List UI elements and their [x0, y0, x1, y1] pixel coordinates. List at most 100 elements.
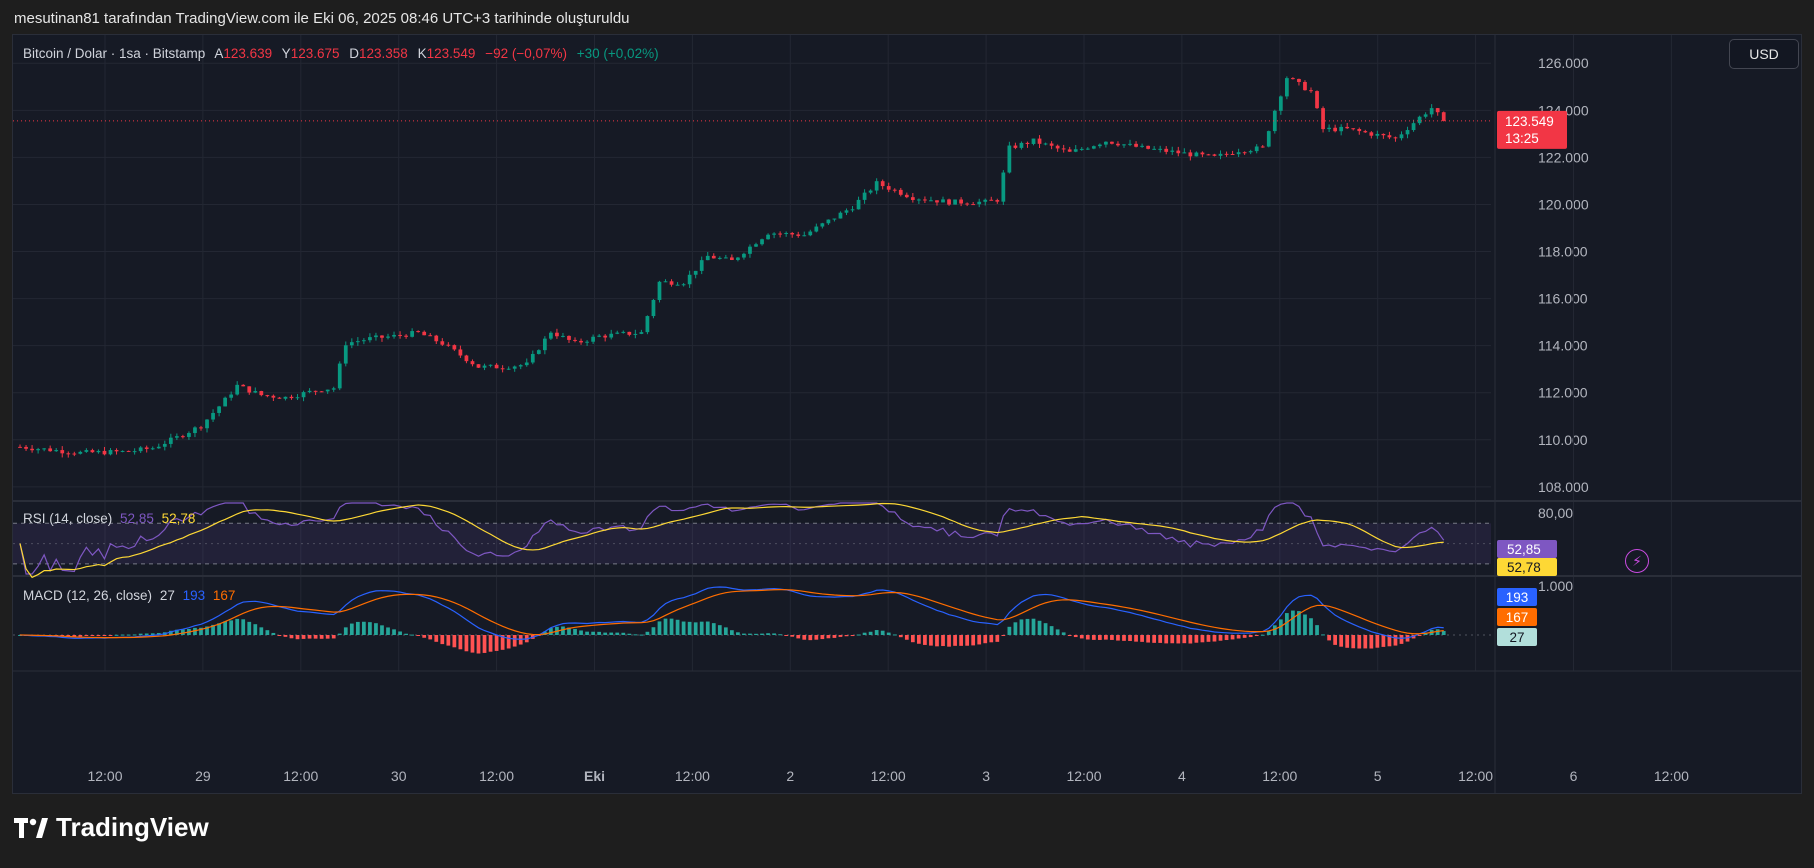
candle-body [748, 246, 752, 254]
symbol-legend[interactable]: Bitcoin / Dolar · 1sa · Bitstamp A123.63… [23, 46, 665, 61]
candle-body [705, 255, 710, 261]
symbol-name[interactable]: Bitcoin / Dolar · 1sa · Bitstamp [23, 46, 206, 61]
candle-body [1152, 148, 1157, 150]
candle-body [181, 436, 185, 438]
macd-hist-bar [591, 631, 595, 635]
candle-body [132, 451, 137, 453]
macd-hist-bar [229, 620, 234, 635]
candle-body [313, 390, 318, 392]
macd-hist-bar [778, 634, 783, 636]
price-change: −92 (−0,07%) [485, 46, 567, 61]
candle-body [923, 199, 927, 201]
candle-body [337, 363, 342, 389]
macd-hist-bar [687, 621, 692, 635]
macd-hist-bar [923, 635, 927, 645]
macd-hist-bar [1357, 635, 1362, 649]
candle-body [434, 335, 439, 342]
macd-hist-bar [313, 635, 318, 639]
macd-hist-bar [102, 635, 107, 636]
macd-hist-bar [271, 632, 276, 635]
macd-hist-bar [1260, 634, 1265, 636]
chart-frame[interactable]: 126.000 124.000 122.000 120.000 118.000 116.0… [12, 34, 1802, 794]
candle-body [1055, 145, 1060, 149]
candle-body [440, 341, 445, 345]
macd-hist-bar [929, 635, 933, 646]
macd-hist-bar [1140, 635, 1144, 642]
macd-hist-bar [862, 632, 867, 635]
macd-hist-bar [1104, 635, 1108, 640]
candle-body [868, 190, 873, 193]
candle-body [760, 239, 764, 245]
candle-body [1363, 131, 1368, 133]
price-tick-8: 110.000 [1538, 432, 1588, 448]
candle-body [42, 448, 47, 450]
rsi-value-badge-text: 52,85 [1507, 542, 1541, 557]
macd-signal-line [20, 589, 1444, 639]
macd-hist-badge-text: 27 [1509, 630, 1524, 645]
ohlc-low: D123.358 [349, 46, 408, 61]
macd-hist-bar [621, 632, 626, 635]
currency-button[interactable]: USD [1729, 39, 1799, 69]
candle-body [1091, 146, 1096, 149]
candle-body [989, 199, 994, 201]
candle-body [1206, 154, 1211, 156]
candle-body [717, 257, 722, 259]
candle-body [1001, 172, 1006, 202]
macd-hist-bar [193, 627, 197, 635]
candle-body [1423, 114, 1428, 117]
macd-hist-bar [1116, 635, 1120, 641]
candle-body [126, 450, 131, 452]
macd-hist-bar [1315, 625, 1319, 635]
candle-body [1049, 143, 1054, 146]
candle-body [446, 344, 451, 346]
macd-hist-bar [1381, 635, 1386, 647]
candle-body [530, 353, 535, 363]
lightning-icon[interactable]: ⚡ [1625, 549, 1649, 573]
candle-body [1272, 110, 1277, 132]
rsi-ma-line [19, 502, 1444, 579]
candle-body [669, 281, 674, 285]
candle-body [114, 450, 119, 452]
candle-body [512, 366, 517, 369]
macd-hist-bar [108, 635, 113, 636]
time-tick-10: 12:00 [1066, 768, 1101, 784]
candle-body [1164, 148, 1169, 152]
candle-body [1025, 142, 1030, 144]
high-value: 123.675 [290, 46, 340, 61]
macd-hist-bar [404, 633, 408, 635]
candle-body [277, 397, 282, 399]
rsi-legend[interactable]: RSI (14, close) 52,85 52,78 [23, 511, 195, 526]
macd-signal-badge-text: 167 [1506, 610, 1529, 625]
macd-hist-bar [1224, 635, 1229, 641]
candle-body [639, 332, 644, 334]
candle-body [555, 332, 559, 337]
macd-legend[interactable]: MACD (12, 26, close) 27 193 167 [23, 588, 235, 603]
macd-hist-bar [168, 630, 173, 635]
candle-body [651, 299, 656, 317]
macd-hist-bar [1055, 629, 1060, 635]
candle-body [1158, 148, 1163, 150]
macd-hist-bar [675, 619, 680, 635]
macd-hist-bar [868, 631, 873, 635]
macd-hist-bar [663, 618, 668, 635]
candle-body [536, 350, 541, 354]
candle-body [886, 186, 891, 190]
candle-body [343, 345, 348, 364]
macd-hist-bar [386, 627, 390, 635]
candle-body [138, 447, 143, 452]
candle-body [910, 197, 915, 200]
candle-body [754, 244, 758, 247]
candle-body [723, 257, 728, 259]
candle-body [488, 364, 493, 366]
candle-body [633, 333, 638, 335]
macd-hist-bar [470, 635, 475, 653]
candle-body [1122, 144, 1126, 146]
macd-hist-bar [337, 633, 342, 635]
rsi-ma-badge-text: 52,78 [1507, 560, 1541, 575]
tradingview-logo[interactable]: TradingView [14, 812, 209, 843]
chart-canvas[interactable]: 126.000124.000122.000120.000118.000116.0… [13, 35, 1802, 794]
candle-body [1435, 108, 1440, 113]
macd-hist-bar [132, 634, 137, 636]
macd-hist-bar [1152, 635, 1157, 643]
macd-hist-bar [368, 622, 372, 635]
